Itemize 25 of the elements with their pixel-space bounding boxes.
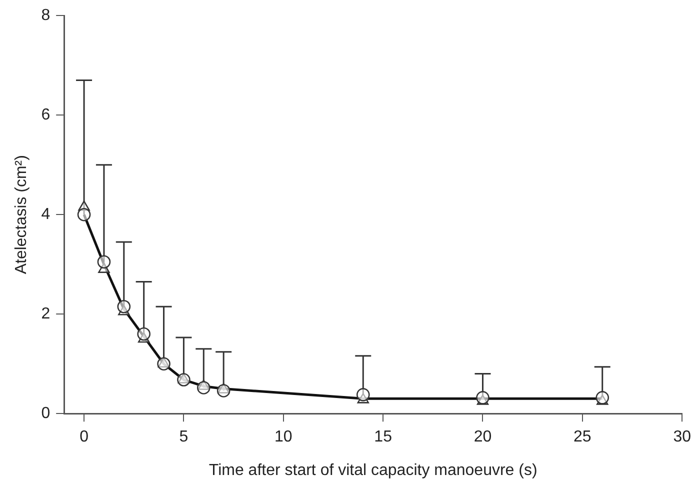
point (356, 388, 370, 402)
point (77, 208, 91, 222)
x-tick-label: 20 (474, 428, 492, 446)
point (216, 384, 230, 398)
point (596, 391, 610, 404)
y-axis-title: Atelectasis (cm²) (13, 155, 30, 274)
y-tick-label: 2 (41, 306, 50, 323)
point (157, 357, 170, 370)
point (137, 327, 150, 341)
y-tick-label: 8 (41, 7, 50, 24)
point (97, 255, 111, 269)
x-tick-label: 5 (179, 428, 188, 446)
point (197, 381, 210, 394)
point (177, 373, 190, 386)
x-tick-label: 30 (673, 428, 692, 446)
y-tick-label: 0 (41, 405, 50, 422)
y-tick-label: 6 (41, 106, 50, 124)
x-tick-label: 10 (274, 428, 292, 446)
point (476, 391, 490, 404)
point (117, 300, 131, 314)
y-tick-label: 4 (41, 206, 50, 224)
x-axis-title: Time after start of vital capacity manoeuvre (s) (208, 462, 538, 479)
x-tick-label: 0 (80, 428, 89, 446)
x-tick-label: 15 (374, 428, 392, 446)
x-tick-label: 25 (574, 428, 592, 446)
